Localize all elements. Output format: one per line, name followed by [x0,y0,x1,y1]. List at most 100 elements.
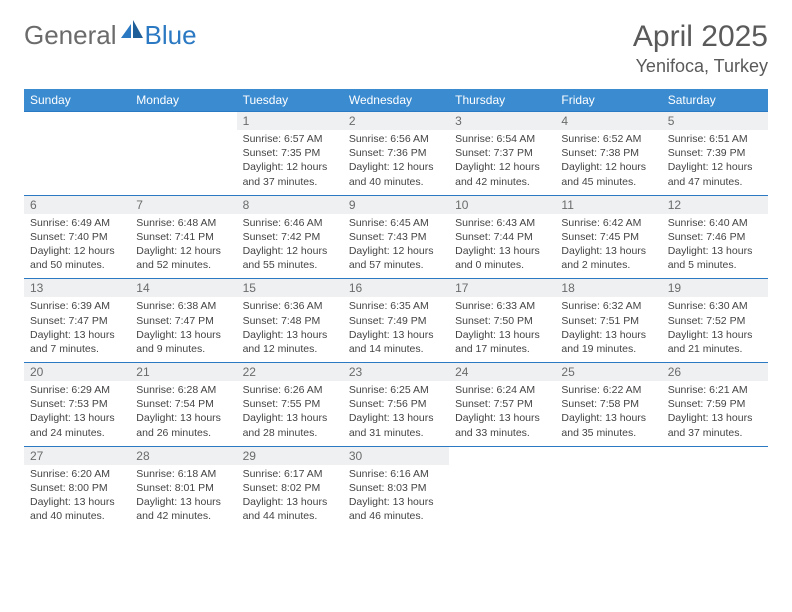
daylight-line: Daylight: 13 hours and 17 minutes. [455,328,549,356]
daylight-line: Daylight: 12 hours and 45 minutes. [561,160,655,188]
day-body: Sunrise: 6:32 AMSunset: 7:51 PMDaylight:… [555,297,661,362]
day-cell: 6Sunrise: 6:49 AMSunset: 7:40 PMDaylight… [24,195,130,279]
day-body: Sunrise: 6:54 AMSunset: 7:37 PMDaylight:… [449,130,555,195]
day-cell: 22Sunrise: 6:26 AMSunset: 7:55 PMDayligh… [237,363,343,447]
day-cell: 26Sunrise: 6:21 AMSunset: 7:59 PMDayligh… [662,363,768,447]
sunrise-line: Sunrise: 6:25 AM [349,383,443,397]
day-body: Sunrise: 6:42 AMSunset: 7:45 PMDaylight:… [555,214,661,279]
day-number: 18 [555,279,661,297]
daylight-line: Daylight: 13 hours and 26 minutes. [136,411,230,439]
day-body: Sunrise: 6:21 AMSunset: 7:59 PMDaylight:… [662,381,768,446]
day-number: 25 [555,363,661,381]
day-number: 7 [130,196,236,214]
sunset-line: Sunset: 7:48 PM [243,314,337,328]
day-cell [555,446,661,529]
day-header: Monday [130,89,236,112]
sunrise-line: Sunrise: 6:52 AM [561,132,655,146]
day-header: Saturday [662,89,768,112]
day-cell: 24Sunrise: 6:24 AMSunset: 7:57 PMDayligh… [449,363,555,447]
day-cell: 4 Sunrise: 6:52 AMSunset: 7:38 PMDaylight… [555,112,661,196]
sunset-line: Sunset: 7:37 PM [455,146,549,160]
day-number: 22 [237,363,343,381]
day-cell: 3Sunrise: 6:54 AMSunset: 7:37 PMDaylight… [449,112,555,196]
header: General Blue April 2025 Yenifoca, Turkey [24,20,768,77]
day-cell: 20Sunrise: 6:29 AMSunset: 7:53 PMDayligh… [24,363,130,447]
day-cell: 30Sunrise: 6:16 AMSunset: 8:03 PMDayligh… [343,446,449,529]
sunset-line: Sunset: 7:45 PM [561,230,655,244]
day-body: Sunrise: 6:20 AMSunset: 8:00 PMDaylight:… [24,465,130,530]
daylight-line: Daylight: 13 hours and 33 minutes. [455,411,549,439]
sunset-line: Sunset: 8:00 PM [30,481,124,495]
brand-part2: Blue [145,20,197,51]
calendar-table: SundayMondayTuesdayWednesdayThursdayFrid… [24,89,768,529]
week-row: 20Sunrise: 6:29 AMSunset: 7:53 PMDayligh… [24,363,768,447]
day-number: 9 [343,196,449,214]
sunrise-line: Sunrise: 6:56 AM [349,132,443,146]
day-cell: 9Sunrise: 6:45 AMSunset: 7:43 PMDaylight… [343,195,449,279]
daylight-line: Daylight: 13 hours and 7 minutes. [30,328,124,356]
sunrise-line: Sunrise: 6:46 AM [243,216,337,230]
day-cell [449,446,555,529]
daylight-line: Daylight: 13 hours and 37 minutes. [668,411,762,439]
sunrise-line: Sunrise: 6:26 AM [243,383,337,397]
sunset-line: Sunset: 8:03 PM [349,481,443,495]
day-number: 19 [662,279,768,297]
day-number: 12 [662,196,768,214]
month-title: April 2025 [633,20,768,54]
sunset-line: Sunset: 7:59 PM [668,397,762,411]
sunrise-line: Sunrise: 6:35 AM [349,299,443,313]
daylight-line: Daylight: 13 hours and 42 minutes. [136,495,230,523]
day-body: Sunrise: 6:56 AMSunset: 7:36 PMDaylight:… [343,130,449,195]
sunrise-line: Sunrise: 6:38 AM [136,299,230,313]
daylight-line: Daylight: 12 hours and 50 minutes. [30,244,124,272]
daylight-line: Daylight: 12 hours and 55 minutes. [243,244,337,272]
day-body: Sunrise: 6:51 AMSunset: 7:39 PMDaylight:… [662,130,768,195]
daylight-line: Daylight: 13 hours and 19 minutes. [561,328,655,356]
sunrise-line: Sunrise: 6:30 AM [668,299,762,313]
sunset-line: Sunset: 7:50 PM [455,314,549,328]
daylight-line: Daylight: 13 hours and 46 minutes. [349,495,443,523]
sunset-line: Sunset: 7:38 PM [561,146,655,160]
sunset-line: Sunset: 7:40 PM [30,230,124,244]
sunset-line: Sunset: 7:53 PM [30,397,124,411]
daylight-line: Daylight: 12 hours and 47 minutes. [668,160,762,188]
sunset-line: Sunset: 7:44 PM [455,230,549,244]
day-cell: 29Sunrise: 6:17 AMSunset: 8:02 PMDayligh… [237,446,343,529]
sunrise-line: Sunrise: 6:42 AM [561,216,655,230]
sunset-line: Sunset: 7:47 PM [30,314,124,328]
day-cell: 16Sunrise: 6:35 AMSunset: 7:49 PMDayligh… [343,279,449,363]
day-header: Wednesday [343,89,449,112]
sunset-line: Sunset: 7:47 PM [136,314,230,328]
day-cell: 1Sunrise: 6:57 AMSunset: 7:35 PMDaylight… [237,112,343,196]
sunrise-line: Sunrise: 6:22 AM [561,383,655,397]
sunset-line: Sunset: 7:35 PM [243,146,337,160]
day-cell: 15Sunrise: 6:36 AMSunset: 7:48 PMDayligh… [237,279,343,363]
day-cell: 5Sunrise: 6:51 AMSunset: 7:39 PMDaylight… [662,112,768,196]
day-cell: 7Sunrise: 6:48 AMSunset: 7:41 PMDaylight… [130,195,236,279]
day-body: Sunrise: 6:33 AMSunset: 7:50 PMDaylight:… [449,297,555,362]
day-cell: 17Sunrise: 6:33 AMSunset: 7:50 PMDayligh… [449,279,555,363]
day-header: Sunday [24,89,130,112]
day-body: Sunrise: 6:45 AMSunset: 7:43 PMDaylight:… [343,214,449,279]
day-body: Sunrise: 6:24 AMSunset: 7:57 PMDaylight:… [449,381,555,446]
sunset-line: Sunset: 7:49 PM [349,314,443,328]
day-body: Sunrise: 6:22 AMSunset: 7:58 PMDaylight:… [555,381,661,446]
day-number: 4 [555,112,661,130]
daylight-line: Daylight: 13 hours and 2 minutes. [561,244,655,272]
week-row: 1Sunrise: 6:57 AMSunset: 7:35 PMDaylight… [24,112,768,196]
sunrise-line: Sunrise: 6:24 AM [455,383,549,397]
daylight-line: Daylight: 13 hours and 12 minutes. [243,328,337,356]
day-cell: 27Sunrise: 6:20 AMSunset: 8:00 PMDayligh… [24,446,130,529]
sunrise-line: Sunrise: 6:54 AM [455,132,549,146]
day-header-row: SundayMondayTuesdayWednesdayThursdayFrid… [24,89,768,112]
week-row: 6Sunrise: 6:49 AMSunset: 7:40 PMDaylight… [24,195,768,279]
day-body: Sunrise: 6:39 AMSunset: 7:47 PMDaylight:… [24,297,130,362]
day-body: Sunrise: 6:46 AMSunset: 7:42 PMDaylight:… [237,214,343,279]
daylight-line: Daylight: 13 hours and 24 minutes. [30,411,124,439]
daylight-line: Daylight: 13 hours and 35 minutes. [561,411,655,439]
daylight-line: Daylight: 13 hours and 5 minutes. [668,244,762,272]
day-body: Sunrise: 6:38 AMSunset: 7:47 PMDaylight:… [130,297,236,362]
day-header: Tuesday [237,89,343,112]
day-body: Sunrise: 6:28 AMSunset: 7:54 PMDaylight:… [130,381,236,446]
day-cell: 14Sunrise: 6:38 AMSunset: 7:47 PMDayligh… [130,279,236,363]
